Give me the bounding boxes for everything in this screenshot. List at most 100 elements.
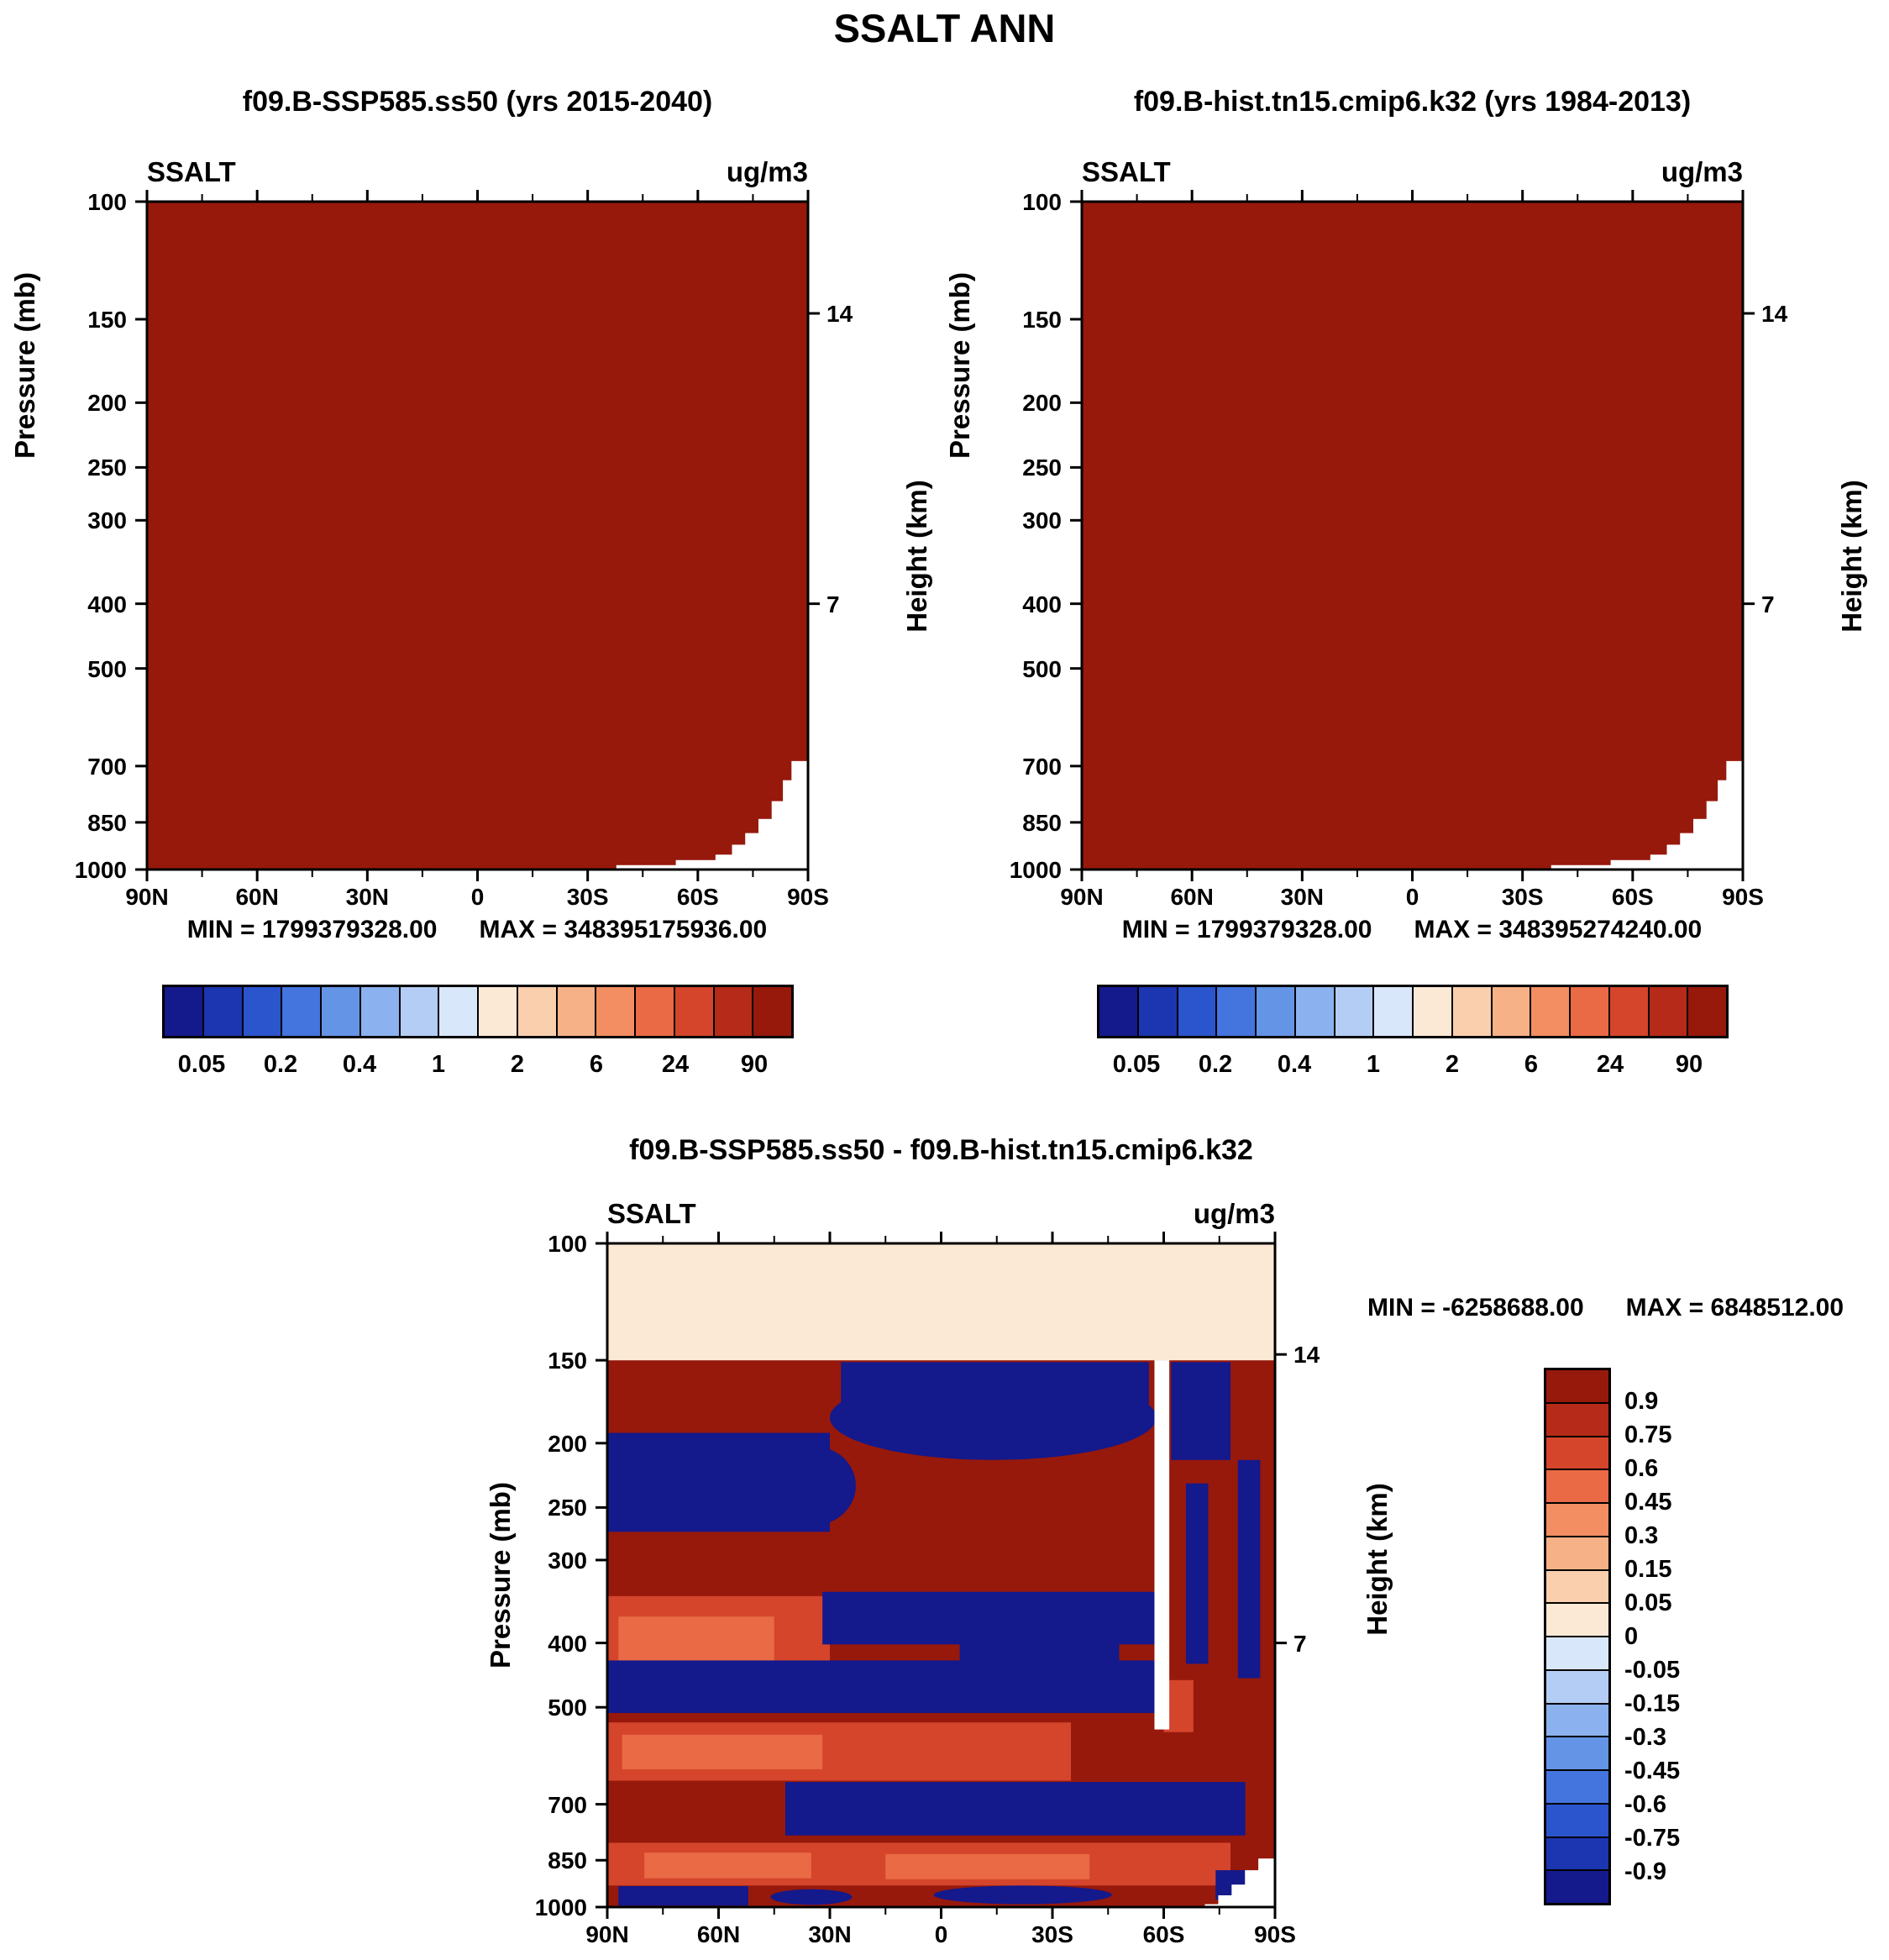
colorbar-cell — [202, 987, 242, 1036]
colorbar-cell — [1546, 1435, 1608, 1469]
colorbar-cell — [1546, 1702, 1608, 1737]
colorbar — [1544, 1368, 1611, 1905]
stats-line: MIN = 1799379328.00 MAX = 348395175936.00 — [0, 916, 981, 944]
colorbar-cell — [1546, 1769, 1608, 1803]
lat-tick-label: 90N — [585, 1921, 629, 1947]
colorbar-cell — [1546, 1370, 1608, 1402]
colorbar-cell — [398, 987, 438, 1036]
plot-area: 100 150 200 250 300 400 500 700 850 1000 14 7 90N 60N… — [535, 1231, 1320, 1947]
colorbar-tick-label: 1 — [1366, 1051, 1381, 1078]
pressure-tick-label: 400 — [548, 1630, 587, 1657]
colorbar-cell — [1546, 1401, 1608, 1436]
stat-min: MIN = 1799379328.00 — [186, 916, 438, 943]
height-tick-label: 14 — [1761, 301, 1788, 328]
lat-tick-label: 60S — [676, 884, 719, 910]
colorbar-tick-label: 0.6 — [1624, 1455, 1659, 1482]
contour-fill — [1082, 202, 1743, 870]
colorbar-cell — [1546, 1535, 1608, 1569]
lat-tick-label: 30S — [1501, 884, 1544, 910]
colorbar-tick-label: 0.2 — [1198, 1051, 1233, 1078]
pressure-tick-label: 400 — [1022, 591, 1062, 617]
stat-max: MAX = 6848512.00 — [1625, 1294, 1844, 1322]
lat-tick-label: 30N — [1280, 884, 1325, 910]
terrain-mask — [791, 760, 808, 870]
pressure-tick-label: 850 — [548, 1847, 587, 1874]
colorbar-area: 0.9 0.75 0.6 0.45 0.3 0.15 0.05 0 -0.05 -0.15 -0.3… — [1544, 1368, 1680, 1905]
colorbar-cell — [1546, 1668, 1608, 1703]
colorbar-cell — [712, 987, 753, 1036]
colorbar-tick-label: 0.45 — [1624, 1489, 1672, 1516]
colorbar-cell — [1412, 987, 1451, 1036]
colorbar-cell — [1546, 1736, 1608, 1769]
pressure-tick-label: 300 — [548, 1547, 587, 1574]
colorbar-tick-label: 2 — [1445, 1051, 1460, 1078]
colorbar-cell — [1546, 1469, 1608, 1502]
lat-tick-label: 30N — [808, 1921, 852, 1947]
stat-max: MAX = 348395274240.00 — [1414, 916, 1703, 943]
colorbar-cell — [1546, 1869, 1608, 1903]
colorbar-tick-label: 90 — [740, 1051, 769, 1078]
height-tick-label: 7 — [1761, 591, 1775, 617]
pressure-tick-label: 100 — [87, 189, 127, 215]
colorbar — [162, 985, 794, 1038]
colorbar-cell — [1372, 987, 1412, 1036]
units-label: ug/m3 — [726, 156, 808, 187]
colorbar-cell — [1451, 987, 1491, 1036]
colorbar-cell — [165, 987, 202, 1036]
pressure-tick-label: 500 — [548, 1695, 587, 1721]
colorbar-tick-label: -0.45 — [1624, 1758, 1681, 1784]
colorbar-tick-label: 0.4 — [1277, 1051, 1312, 1078]
pressure-tick-label: 200 — [87, 390, 127, 417]
pressure-tick-label: 250 — [548, 1495, 587, 1521]
pressure-tick-label: 1000 — [74, 857, 127, 883]
pressure-tick-label: 100 — [1022, 189, 1062, 215]
colorbar-tick-label: 0.9 — [1624, 1388, 1659, 1415]
colorbar-cell — [1490, 987, 1530, 1036]
contour-region — [1154, 1360, 1170, 1730]
pressure-tick-label: 850 — [87, 809, 127, 836]
colorbar-cell — [1255, 987, 1294, 1036]
colorbar-tick-label: -0.6 — [1624, 1791, 1666, 1818]
colorbar-tick-label: 0.05 — [177, 1051, 226, 1078]
lat-tick-label: 60N — [1170, 884, 1214, 910]
lat-tick-label: 90S — [787, 884, 829, 910]
height-axis-title: Height (km) — [1362, 1483, 1393, 1636]
colorbar-tick-label: -0.15 — [1624, 1690, 1681, 1717]
colorbar-cell — [1215, 987, 1255, 1036]
pressure-tick-label: 150 — [1022, 306, 1062, 333]
stat-min: MIN = -6258688.00 — [1367, 1294, 1584, 1322]
lat-tick-label: 60N — [696, 1921, 741, 1947]
colorbar-tick-label: 0.4 — [342, 1051, 377, 1078]
lat-tick-label: 60N — [235, 884, 279, 910]
colorbar — [1097, 985, 1729, 1038]
colorbar-cell — [752, 987, 791, 1036]
contour-region — [607, 1243, 1275, 1361]
pressure-axis-title: Pressure (mb) — [485, 1482, 516, 1668]
colorbar-tick-label: 24 — [661, 1051, 690, 1078]
colorbar-tick-label: 0.05 — [1112, 1051, 1161, 1078]
colorbar-area: 0.05 0.2 0.4 1 2 6 24 90 — [1097, 985, 1729, 1078]
pressure-tick-label: 400 — [87, 591, 127, 617]
stat-min: MIN = 1799379328.00 — [1121, 916, 1372, 943]
colorbar-tick-label: 0 — [1624, 1623, 1639, 1650]
contour-region — [1186, 1483, 1209, 1664]
colorbar-cell — [1293, 987, 1334, 1036]
colorbar-tick-label: 2 — [510, 1051, 525, 1078]
pressure-tick-label: 700 — [87, 753, 127, 780]
pressure-tick-label: 200 — [1022, 390, 1062, 417]
colorbar-tick-label: 90 — [1675, 1051, 1703, 1078]
colorbar-tick-label: -0.75 — [1624, 1825, 1681, 1852]
panel-title: f09.B-hist.tn15.cmip6.k32 (yrs 1984-2013… — [1133, 86, 1692, 118]
pressure-tick-label: 1000 — [534, 1894, 587, 1921]
pressure-tick-label: 250 — [1022, 455, 1062, 481]
colorbar-tick-label: 0.75 — [1624, 1421, 1672, 1448]
terrain-mask — [1258, 1858, 1275, 1907]
height-axis-title: Height (km) — [901, 480, 932, 633]
colorbar-cell — [1099, 987, 1137, 1036]
units-label: ug/m3 — [1193, 1198, 1275, 1229]
pressure-tick-label: 300 — [87, 507, 127, 534]
contour-region — [618, 1616, 774, 1663]
figure-title: SSALT ANN — [833, 6, 1056, 50]
variable-name-label: SSALT — [147, 156, 236, 187]
contour-fill — [147, 202, 808, 870]
